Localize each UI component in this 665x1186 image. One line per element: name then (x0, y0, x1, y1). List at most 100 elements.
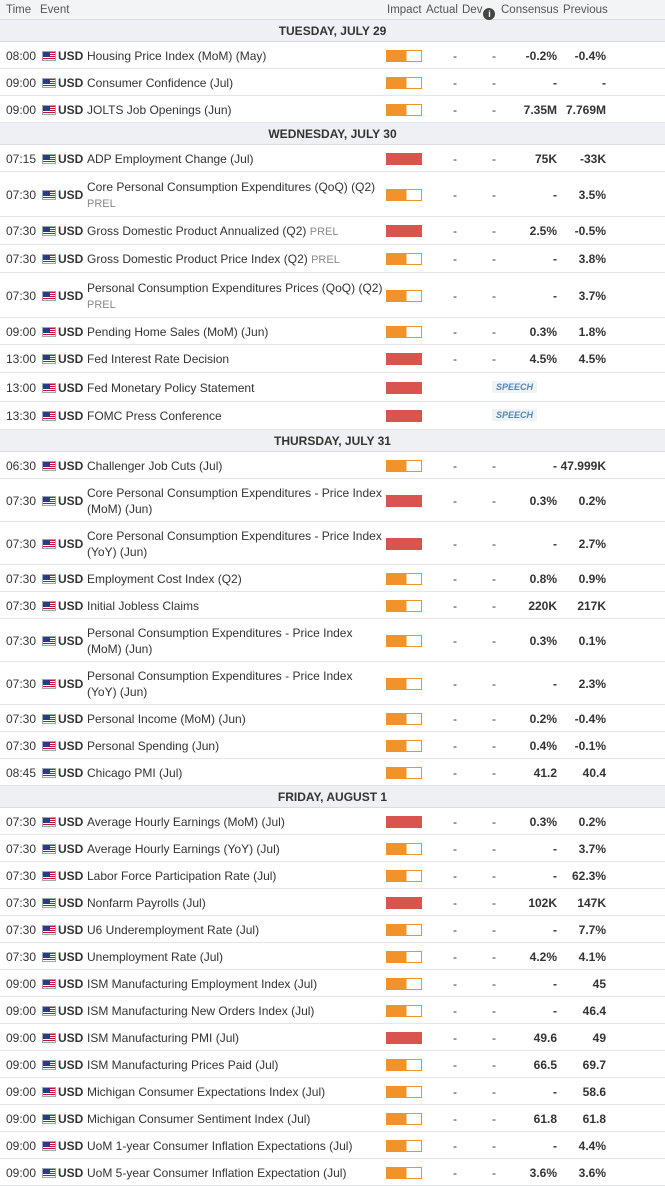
event-name[interactable]: JOLTS Job Openings (Jun) (87, 102, 383, 118)
event-name[interactable]: Core Personal Consumption Expenditures -… (87, 485, 383, 517)
event-name[interactable]: Gross Domestic Product Annualized (Q2) P… (87, 223, 383, 240)
event-title[interactable]: FOMC Press Conference (87, 409, 222, 423)
event-row[interactable]: 09:00 USD ISM Manufacturing New Orders Ind… (0, 997, 665, 1024)
event-title[interactable]: Employment Cost Index (Q2) (87, 572, 242, 586)
event-title[interactable]: Average Hourly Earnings (YoY) (Jul) (87, 842, 280, 856)
event-name[interactable]: Average Hourly Earnings (YoY) (Jul) (87, 841, 383, 857)
event-row[interactable]: 07:30 USD Core Personal Consumption Expend… (0, 479, 665, 522)
event-title[interactable]: U6 Underemployment Rate (Jul) (87, 923, 260, 937)
event-name[interactable]: ADP Employment Change (Jul) (87, 151, 383, 167)
event-row[interactable]: 07:30 USD Core Personal Consumption Expend… (0, 522, 665, 565)
header-time[interactable]: Time (6, 4, 32, 16)
event-name[interactable]: UoM 5-year Consumer Inflation Expectatio… (87, 1165, 383, 1181)
event-row[interactable]: 07:30 USD Labor Force Participation Rate (… (0, 862, 665, 889)
event-name[interactable]: Average Hourly Earnings (MoM) (Jul) (87, 814, 383, 830)
event-row[interactable]: 07:30 USD Personal Spending (Jun) - - 0.4% -0.… (0, 732, 665, 759)
event-name[interactable]: Labor Force Participation Rate (Jul) (87, 868, 383, 884)
event-name[interactable]: Nonfarm Payrolls (Jul) (87, 895, 383, 911)
event-row[interactable]: 09:00 USD UoM 1-year Consumer Inflation Ex… (0, 1132, 665, 1159)
event-title[interactable]: Unemployment Rate (Jul) (87, 950, 224, 964)
event-name[interactable]: Michigan Consumer Sentiment Index (Jul) (87, 1111, 383, 1127)
event-row[interactable]: 07:30 USD Gross Domestic Product Price Ind… (0, 245, 665, 273)
event-name[interactable]: Fed Interest Rate Decision (87, 351, 383, 367)
event-row[interactable]: 08:45 USD Chicago PMI (Jul) - - 41.2 40.4 (0, 759, 665, 786)
event-row[interactable]: 07:30 USD Initial Jobless Claims - - 220K 217K (0, 592, 665, 619)
event-row[interactable]: 07:30 USD Personal Income (MoM) (Jun) - - 0.2… (0, 705, 665, 732)
event-name[interactable]: U6 Underemployment Rate (Jul) (87, 922, 383, 938)
event-name[interactable]: ISM Manufacturing PMI (Jul) (87, 1030, 383, 1046)
event-title[interactable]: UoM 1-year Consumer Inflation Expectatio… (87, 1139, 353, 1153)
event-name[interactable]: FOMC Press Conference (87, 408, 383, 424)
event-title[interactable]: ISM Manufacturing Employment Index (Jul) (87, 977, 318, 991)
event-row[interactable]: 09:00 USD ISM Manufacturing PMI (Jul) - - 49.… (0, 1024, 665, 1051)
event-name[interactable]: Initial Jobless Claims (87, 598, 383, 614)
event-row[interactable]: 08:00 USD Housing Price Index (MoM) (May) -… (0, 42, 665, 69)
event-name[interactable]: UoM 1-year Consumer Inflation Expectatio… (87, 1138, 383, 1154)
event-row[interactable]: 07:30 USD Personal Consumption Expenditure… (0, 662, 665, 705)
event-title[interactable]: Core Personal Consumption Expenditures -… (87, 529, 382, 559)
header-dev[interactable]: Dev (462, 4, 483, 16)
event-title[interactable]: Challenger Job Cuts (Jul) (87, 459, 223, 473)
event-name[interactable]: Personal Income (MoM) (Jun) (87, 711, 383, 727)
event-name[interactable]: Personal Spending (Jun) (87, 738, 383, 754)
event-title[interactable]: Fed Monetary Policy Statement (87, 381, 255, 395)
event-name[interactable]: Core Personal Consumption Expenditures (… (87, 179, 383, 212)
event-name[interactable]: Chicago PMI (Jul) (87, 765, 383, 781)
event-row[interactable]: 07:30 USD Average Hourly Earnings (MoM) (J… (0, 808, 665, 835)
event-name[interactable]: Personal Consumption Expenditures Prices… (87, 280, 383, 313)
event-title[interactable]: ISM Manufacturing New Orders Index (Jul) (87, 1004, 315, 1018)
event-name[interactable]: Consumer Confidence (Jul) (87, 75, 383, 91)
event-row[interactable]: 09:00 USD Michigan Consumer Expectations I… (0, 1078, 665, 1105)
event-name[interactable]: Personal Consumption Expenditures - Pric… (87, 625, 383, 657)
event-row[interactable]: 07:30 USD Personal Consumption Expenditure… (0, 619, 665, 662)
event-row[interactable]: 09:00 USD Pending Home Sales (MoM) (Jun) - -… (0, 318, 665, 345)
event-title[interactable]: ISM Manufacturing PMI (Jul) (87, 1031, 240, 1045)
event-row[interactable]: 07:30 USD Gross Domestic Product Annualize… (0, 217, 665, 245)
event-name[interactable]: Challenger Job Cuts (Jul) (87, 458, 383, 474)
header-actual[interactable]: Actual (426, 4, 458, 16)
event-row[interactable]: 09:00 USD Consumer Confidence (Jul) - - - - (0, 69, 665, 96)
header-previous[interactable]: Previous (563, 4, 608, 16)
event-title[interactable]: Chicago PMI (Jul) (87, 766, 183, 780)
info-icon[interactable]: i (483, 8, 496, 20)
event-name[interactable]: ISM Manufacturing Prices Paid (Jul) (87, 1057, 383, 1073)
event-name[interactable]: Michigan Consumer Expectations Index (Ju… (87, 1084, 383, 1100)
event-row[interactable]: 07:30 USD Employment Cost Index (Q2) - - 0.8%… (0, 565, 665, 592)
event-row[interactable]: 07:30 USD Nonfarm Payrolls (Jul) - - 102K 147K (0, 889, 665, 916)
event-name[interactable]: ISM Manufacturing New Orders Index (Jul) (87, 1003, 383, 1019)
event-title[interactable]: Core Personal Consumption Expenditures (… (87, 180, 376, 194)
header-impact[interactable]: Impact (387, 4, 422, 16)
event-title[interactable]: Personal Consumption Expenditures - Pric… (87, 669, 353, 699)
event-row[interactable]: 06:30 USD Challenger Job Cuts (Jul) - - -47.9… (0, 452, 665, 479)
event-row[interactable]: 13:00 USD Fed Monetary Policy Statement SPE… (0, 373, 665, 402)
event-row[interactable]: 07:15 USD ADP Employment Change (Jul) - - 75K… (0, 145, 665, 172)
event-row[interactable]: 09:00 USD Michigan Consumer Sentiment Inde… (0, 1105, 665, 1132)
event-name[interactable]: ISM Manufacturing Employment Index (Jul) (87, 976, 383, 992)
event-title[interactable]: Fed Interest Rate Decision (87, 352, 230, 366)
event-row[interactable]: 09:00 USD JOLTS Job Openings (Jun) - - 7.35M 7… (0, 96, 665, 123)
event-name[interactable]: Pending Home Sales (MoM) (Jun) (87, 324, 383, 340)
event-title[interactable]: ADP Employment Change (Jul) (87, 152, 254, 166)
event-title[interactable]: Personal Spending (Jun) (87, 739, 220, 753)
event-title[interactable]: Gross Domestic Product Price Index (Q2) (87, 252, 308, 266)
event-name[interactable]: Core Personal Consumption Expenditures -… (87, 528, 383, 560)
event-row[interactable]: 09:00 USD UoM 5-year Consumer Inflation Ex… (0, 1159, 665, 1186)
event-title[interactable]: Michigan Consumer Expectations Index (Ju… (87, 1085, 326, 1099)
header-consensus[interactable]: Consensus (501, 4, 559, 16)
event-name[interactable]: Fed Monetary Policy Statement (87, 380, 383, 396)
event-row[interactable]: 07:30 USD Core Personal Consumption Expend… (0, 172, 665, 217)
event-name[interactable]: Housing Price Index (MoM) (May) (87, 48, 383, 64)
header-event[interactable]: Event (40, 4, 70, 16)
event-title[interactable]: Gross Domestic Product Annualized (Q2) (87, 224, 307, 238)
event-title[interactable]: JOLTS Job Openings (Jun) (87, 103, 232, 117)
event-row[interactable]: 07:30 USD U6 Underemployment Rate (Jul) - - -… (0, 916, 665, 943)
event-name[interactable]: Unemployment Rate (Jul) (87, 949, 383, 965)
event-title[interactable]: Nonfarm Payrolls (Jul) (87, 896, 206, 910)
event-title[interactable]: Average Hourly Earnings (MoM) (Jul) (87, 815, 285, 829)
event-row[interactable]: 09:00 USD ISM Manufacturing Employment Ind… (0, 970, 665, 997)
event-row[interactable]: 07:30 USD Average Hourly Earnings (YoY) (J… (0, 835, 665, 862)
event-row[interactable]: 09:00 USD ISM Manufacturing Prices Paid (J… (0, 1051, 665, 1078)
event-row[interactable]: 07:30 USD Unemployment Rate (Jul) - - 4.2% 4.1… (0, 943, 665, 970)
event-name[interactable]: Employment Cost Index (Q2) (87, 571, 383, 587)
event-title[interactable]: Core Personal Consumption Expenditures -… (87, 486, 382, 516)
